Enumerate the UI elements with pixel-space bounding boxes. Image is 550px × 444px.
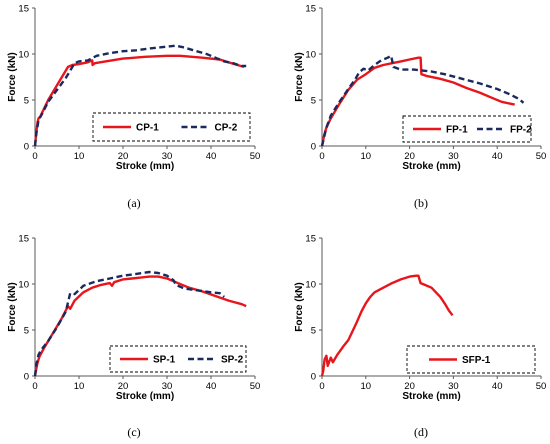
x-tick-label: 40 bbox=[492, 151, 503, 162]
x-tick-label: 0 bbox=[32, 381, 37, 392]
x-axis-label: Stroke (mm) bbox=[116, 391, 174, 402]
x-tick-label: 10 bbox=[74, 381, 85, 392]
chart-panel: 0 10 20 30 40 50 0 5 10 15 Stroke (mm) Force (kN) SP… bbox=[7, 234, 260, 440]
y-tick-label: 0 bbox=[24, 372, 29, 383]
x-tick-label: 0 bbox=[319, 381, 324, 392]
x-tick-label: 50 bbox=[250, 151, 261, 162]
x-tick-label: 10 bbox=[74, 151, 85, 162]
legend: SP-1 SP-2 bbox=[109, 345, 247, 373]
y-axis-label: Force (kN) bbox=[294, 282, 305, 331]
x-axis-label: Stroke (mm) bbox=[402, 391, 460, 402]
x-tick-label: 50 bbox=[536, 381, 547, 392]
y-tick-label: 0 bbox=[24, 142, 29, 153]
x-axis-label: Stroke (mm) bbox=[402, 161, 460, 172]
x-tick-label: 0 bbox=[32, 151, 37, 162]
y-tick-label: 5 bbox=[311, 326, 316, 337]
panel-caption: (d) bbox=[414, 425, 428, 439]
legend-label: SFP-1 bbox=[462, 355, 491, 366]
legend-label: CP-2 bbox=[215, 123, 238, 134]
series-line-sp-1 bbox=[33, 275, 247, 377]
x-tick-label: 20 bbox=[404, 381, 415, 392]
legend-box bbox=[109, 345, 247, 373]
y-tick-label: 5 bbox=[24, 326, 29, 337]
panel-caption: (b) bbox=[414, 196, 428, 210]
series-line-fp-1 bbox=[320, 56, 515, 147]
y-tick-label: 10 bbox=[18, 50, 29, 61]
x-tick-label: 20 bbox=[404, 151, 415, 162]
chart-panel: 0 10 20 30 40 50 0 5 10 15 Stroke (mm) Force (kN) SF… bbox=[294, 234, 546, 440]
x-axis-label: Stroke (mm) bbox=[116, 161, 174, 172]
x-tick-label: 20 bbox=[118, 381, 129, 392]
y-tick-label: 15 bbox=[305, 234, 316, 245]
x-tick-label: 30 bbox=[448, 381, 459, 392]
x-tick-label: 30 bbox=[448, 151, 459, 162]
y-tick-label: 5 bbox=[311, 96, 316, 107]
y-tick-label: 10 bbox=[305, 50, 316, 61]
x-tick-label: 10 bbox=[361, 151, 372, 162]
y-axis-label: Force (kN) bbox=[7, 52, 18, 101]
legend-label: CP-1 bbox=[136, 123, 159, 134]
y-tick-label: 15 bbox=[305, 4, 316, 15]
legend: FP-1 FP-2 bbox=[402, 115, 532, 143]
legend-label: FP-2 bbox=[510, 125, 532, 136]
legend: SFP-1 bbox=[406, 345, 536, 374]
x-tick-label: 30 bbox=[162, 381, 173, 392]
legend-label: SP-1 bbox=[153, 355, 176, 366]
y-tick-label: 15 bbox=[18, 234, 29, 245]
y-tick-label: 10 bbox=[305, 280, 316, 291]
legend: CP-1 CP-2 bbox=[92, 112, 251, 142]
chart-panel: 0 10 20 30 40 50 0 5 10 15 Stroke (mm) Force (kN) FP… bbox=[294, 4, 546, 211]
x-tick-label: 20 bbox=[118, 151, 129, 162]
y-axis-label: Force (kN) bbox=[7, 282, 18, 331]
y-tick-label: 15 bbox=[18, 4, 29, 15]
y-tick-label: 5 bbox=[24, 96, 29, 107]
x-tick-label: 50 bbox=[536, 151, 547, 162]
series-line-cp-2 bbox=[33, 44, 247, 147]
x-tick-label: 10 bbox=[361, 381, 372, 392]
legend-label: FP-1 bbox=[446, 125, 468, 136]
panel-caption: (c) bbox=[127, 425, 140, 439]
panel-caption: (a) bbox=[127, 196, 140, 210]
x-tick-label: 0 bbox=[319, 151, 324, 162]
x-tick-label: 40 bbox=[492, 381, 503, 392]
x-tick-label: 30 bbox=[162, 151, 173, 162]
x-tick-label: 50 bbox=[250, 381, 261, 392]
y-tick-label: 0 bbox=[311, 372, 316, 383]
legend-label: SP-2 bbox=[221, 355, 244, 366]
legend-box bbox=[402, 115, 532, 143]
y-axis-label: Force (kN) bbox=[294, 52, 305, 101]
series-line-sfp-1 bbox=[320, 274, 454, 377]
legend-box bbox=[406, 345, 536, 374]
y-tick-label: 0 bbox=[311, 142, 316, 153]
x-tick-label: 40 bbox=[206, 381, 217, 392]
y-tick-label: 10 bbox=[18, 280, 29, 291]
x-tick-label: 40 bbox=[206, 151, 217, 162]
series-line-fp-2 bbox=[320, 54, 525, 147]
series-line-sp-2 bbox=[33, 270, 225, 377]
chart-panel: 0 10 20 30 40 50 0 5 10 15 Stroke (mm) Force (kN) CP… bbox=[7, 4, 260, 211]
